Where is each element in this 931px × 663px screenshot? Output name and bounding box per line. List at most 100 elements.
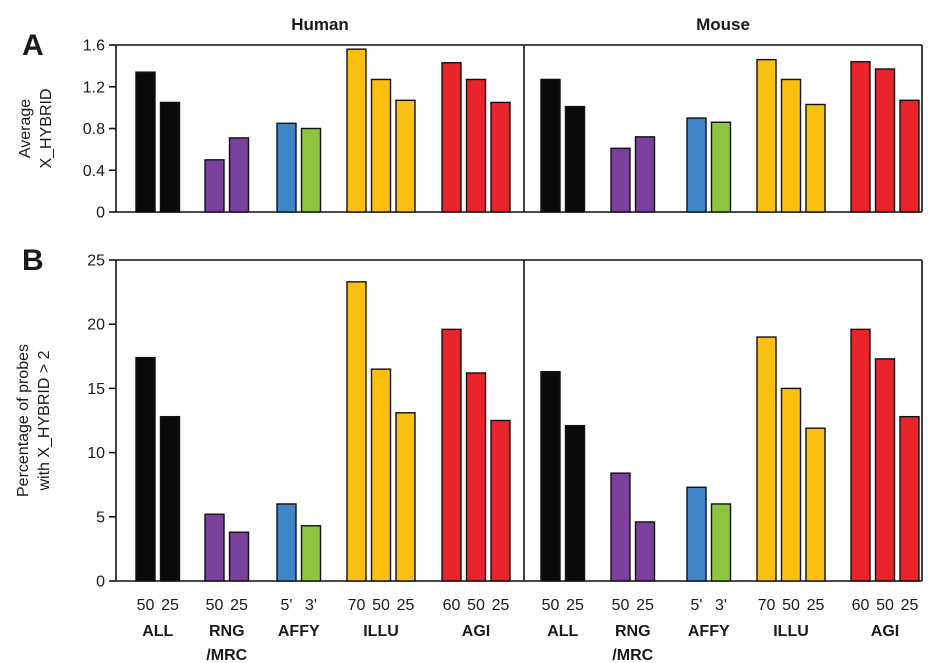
bar-a-human-agi-25 [490, 101, 511, 213]
bar-a-mouse-agi-50 [874, 68, 896, 213]
x-sub-label: 50 [372, 597, 390, 614]
x-sub-label: 50 [876, 597, 894, 614]
x-sub-label: 50 [542, 597, 560, 614]
bar-b-mouse-illu-25 [805, 427, 826, 582]
x-sub-label: 70 [348, 597, 366, 614]
species-title-mouse: Mouse [696, 15, 750, 34]
bar-a-human-illu-25 [395, 99, 416, 213]
x-sub-label: 70 [758, 597, 776, 614]
bar-a-mouse-illu-70 [756, 58, 777, 213]
x-sub-label: 25 [161, 597, 179, 614]
y-axis-label-a-line-1: Average [17, 99, 34, 158]
bar-b-human-affy-5prime [276, 503, 297, 582]
x-group-label-all: ALL [142, 623, 173, 640]
y-tick-label: 15 [87, 381, 105, 398]
x-group-label-affy: AFFY [688, 623, 730, 640]
species-title-human: Human [291, 15, 349, 34]
bar-b-human-all-25 [159, 415, 181, 582]
x-sub-label: 25 [397, 597, 415, 614]
x-sub-label: 25 [230, 597, 248, 614]
bar-a-mouse-affy-3prime [710, 121, 732, 213]
y-axis-label-a-line-2: X_HYBRID [38, 88, 55, 168]
bar-b-human-agi-60 [441, 328, 462, 582]
x-group-label-agi: AGI [462, 623, 490, 640]
x-sub-label: 25 [566, 597, 584, 614]
x-sub-label: 3' [715, 597, 727, 614]
bar-a-mouse-all-50 [540, 78, 561, 213]
y-tick-label: 10 [87, 445, 105, 462]
bar-a-mouse-rng-25 [634, 136, 656, 213]
y-tick-label: 5 [96, 509, 105, 526]
bar-b-mouse-illu-70 [756, 336, 777, 582]
x-group-label-line2: /MRC [206, 647, 247, 663]
bar-b-human-all-50 [135, 356, 156, 582]
bar-b-human-rng-25 [228, 531, 250, 582]
y-axis-label-b-line-2: with X_HYBRID > 2 [36, 350, 53, 491]
bar-b-mouse-rng-25 [634, 521, 656, 582]
bar-b-human-rng-50 [204, 513, 225, 582]
y-tick-label: 20 [87, 317, 105, 334]
x-sub-label: 50 [137, 597, 155, 614]
y-axis-label-b-line-1: Percentage of probes [15, 344, 32, 497]
bar-a-human-affy-5prime [276, 122, 297, 213]
panel-letter-a: A [22, 29, 44, 62]
x-group-label-agi: AGI [871, 623, 899, 640]
y-tick-label: 0 [96, 205, 105, 222]
bar-a-human-agi-50 [465, 78, 487, 213]
bar-b-mouse-all-25 [564, 424, 586, 582]
y-tick-label: 0.4 [83, 163, 105, 180]
x-sub-label: 25 [901, 597, 919, 614]
bar-a-human-agi-60 [441, 62, 462, 213]
y-tick-label: 1.2 [83, 79, 105, 96]
bar-a-mouse-illu-50 [780, 78, 802, 213]
x-group-label-illu: ILLU [363, 623, 399, 640]
bar-b-human-illu-25 [395, 412, 416, 582]
y-tick-label: 0 [96, 574, 105, 591]
bar-a-mouse-agi-60 [850, 61, 871, 213]
bar-a-human-illu-70 [346, 48, 367, 213]
x-sub-label: 3' [305, 597, 317, 614]
x-sub-label: 50 [467, 597, 485, 614]
bar-a-human-affy-3prime [300, 127, 322, 213]
bar-a-human-rng-25 [228, 137, 250, 213]
x-sub-label: 5' [691, 597, 703, 614]
x-sub-label: 25 [636, 597, 654, 614]
y-tick-label: 1.6 [83, 38, 105, 55]
x-group-label-rng: RNG [209, 623, 245, 640]
bar-a-mouse-all-25 [564, 105, 586, 213]
bar-a-human-rng-50 [204, 159, 225, 213]
bar-b-human-agi-50 [465, 372, 487, 582]
x-group-label-line2: /MRC [612, 647, 653, 663]
bar-b-mouse-all-50 [540, 371, 561, 582]
bar-b-mouse-illu-50 [780, 387, 802, 582]
bar-a-mouse-rng-50 [610, 147, 631, 213]
bar-b-mouse-rng-50 [610, 472, 631, 582]
bar-a-human-all-25 [159, 101, 181, 213]
bar-b-mouse-agi-50 [874, 358, 896, 582]
bar-b-human-affy-3prime [300, 525, 322, 582]
x-group-label-rng: RNG [615, 623, 651, 640]
x-sub-label: 25 [807, 597, 825, 614]
x-sub-label: 25 [492, 597, 510, 614]
bar-a-mouse-affy-5prime [686, 117, 707, 213]
x-group-label-affy: AFFY [278, 623, 320, 640]
bar-a-human-all-50 [135, 71, 156, 213]
x-group-label-illu: ILLU [773, 623, 809, 640]
bar-b-human-agi-25 [490, 419, 511, 582]
bar-b-human-illu-70 [346, 281, 367, 582]
bar-b-human-illu-50 [370, 368, 392, 582]
bar-b-mouse-agi-25 [899, 415, 920, 582]
x-group-label-all: ALL [547, 623, 578, 640]
y-tick-label: 25 [87, 253, 105, 270]
bar-b-mouse-affy-5prime [686, 486, 707, 582]
panel-letter-b: B [22, 244, 44, 277]
x-sub-label: 60 [852, 597, 870, 614]
x-sub-label: 50 [782, 597, 800, 614]
bar-a-mouse-illu-25 [805, 103, 826, 213]
x-sub-label: 60 [443, 597, 461, 614]
x-sub-label: 50 [612, 597, 630, 614]
x-sub-label: 50 [206, 597, 224, 614]
x-sub-label: 5' [281, 597, 293, 614]
bar-a-mouse-agi-25 [899, 99, 920, 213]
